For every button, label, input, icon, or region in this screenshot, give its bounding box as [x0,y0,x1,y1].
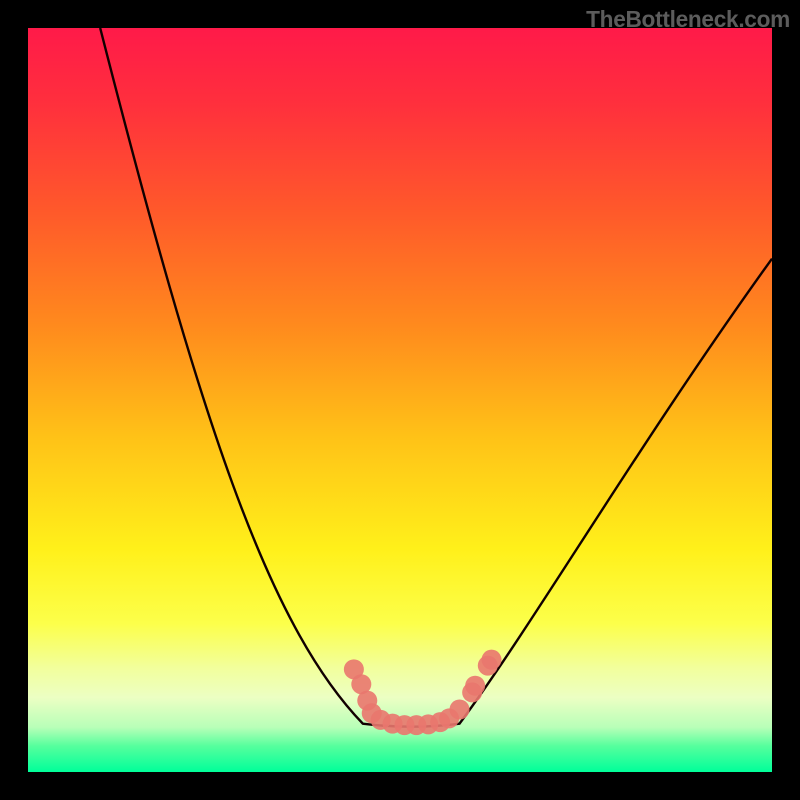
curve-marker [450,700,470,720]
gradient-background [28,28,772,772]
curve-marker [482,650,502,670]
attribution-text: TheBottleneck.com [586,6,790,33]
curve-marker [465,676,485,696]
bottleneck-chart [0,0,800,800]
